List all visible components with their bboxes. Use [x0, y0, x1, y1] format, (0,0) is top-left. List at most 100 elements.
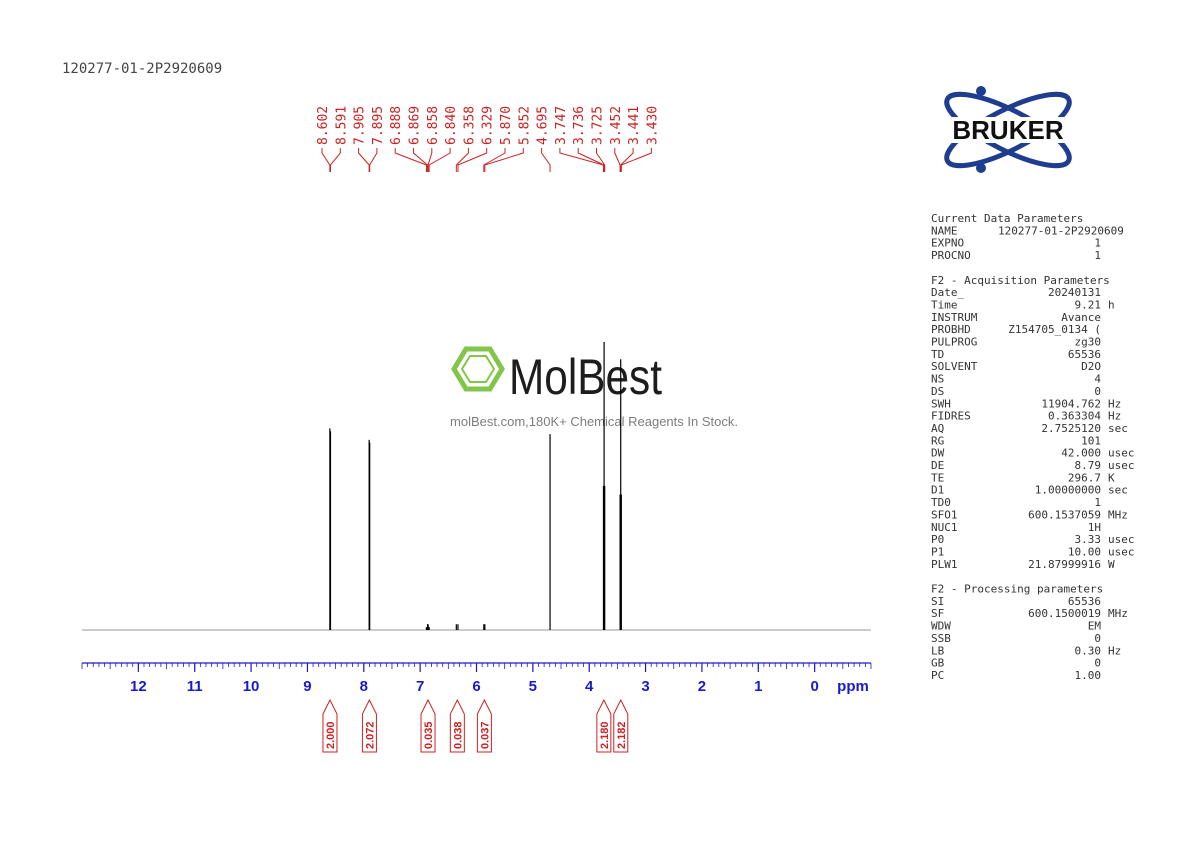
param-name: PC: [931, 669, 944, 682]
chart-title: 120277-01-2P2920609: [62, 61, 222, 77]
param-value: EM: [1088, 620, 1102, 633]
peak-label: 5.852: [517, 106, 532, 145]
x-tick-label: 0: [810, 678, 818, 695]
param-name: Date_: [931, 286, 964, 299]
watermark: MolBest molBest.com,180K+ Chemical Reage…: [450, 346, 738, 429]
param-name: NAME: [931, 224, 958, 237]
param-name: P0: [931, 533, 944, 546]
param-name: D1: [931, 484, 944, 497]
param-name: INSTRUM: [931, 311, 978, 324]
param-section-title: Current Data Parameters: [931, 212, 1083, 225]
peak-label: 3.736: [572, 106, 587, 145]
param-unit: h: [1108, 298, 1115, 311]
peak-connector: [358, 148, 370, 172]
param-name: PROBHD: [931, 323, 971, 336]
peak-label: 6.840: [444, 106, 459, 145]
integral-label: 0.035: [423, 721, 435, 749]
param-value: 600.1537059: [1028, 508, 1101, 521]
param-name: P1: [931, 545, 944, 558]
param-value: 296.7: [1068, 471, 1101, 484]
param-value: 0.30: [1075, 644, 1102, 657]
param-name: SFO1: [931, 508, 958, 521]
param-name: SI: [931, 595, 944, 608]
peak-connector: [620, 148, 652, 172]
integral-bracket: [449, 698, 465, 753]
param-unit: MHz: [1108, 607, 1128, 620]
param-value: 65536: [1068, 348, 1101, 361]
param-value: 2.7525120: [1041, 422, 1101, 435]
peak-connector: [614, 148, 621, 172]
x-tick-label: 8: [360, 678, 368, 695]
param-unit: K: [1108, 471, 1115, 484]
param-name: GB: [931, 657, 945, 670]
x-tick-label: 12: [130, 678, 147, 695]
param-name: SF: [931, 607, 944, 620]
param-value: 42.000: [1061, 447, 1101, 460]
x-tick-label: 2: [698, 678, 706, 695]
param-section-title: F2 - Processing parameters: [931, 583, 1103, 596]
peak-connector: [484, 148, 524, 172]
x-tick-label: 6: [472, 678, 480, 695]
x-axis-label: ppm: [837, 678, 869, 695]
param-value: 65536: [1068, 595, 1101, 608]
peak-label: 3.747: [554, 106, 569, 145]
param-value: 120277-01-2P2920609: [998, 224, 1124, 237]
param-value: 1.00000000: [1035, 484, 1101, 497]
param-section-title: F2 - Acquisition Parameters: [931, 274, 1110, 287]
param-value: 101: [1081, 434, 1101, 447]
param-name: PULPROG: [931, 336, 977, 349]
param-value: Avance: [1061, 311, 1101, 324]
peak-connector: [455, 148, 469, 172]
param-value: Z154705_0134 (: [1008, 323, 1101, 336]
x-tick-label: 9: [303, 678, 311, 695]
peak-connector: [620, 148, 634, 172]
param-name: TD0: [931, 496, 951, 509]
peak-connector: [369, 148, 378, 172]
param-name: TD: [931, 348, 944, 361]
x-tick-label: 7: [416, 678, 424, 695]
peak-connector: [577, 148, 605, 172]
param-name: LB: [931, 644, 945, 657]
param-value: 4: [1094, 373, 1101, 386]
peak-label: 5.870: [499, 106, 514, 145]
x-tick-label: 4: [585, 678, 594, 695]
peak-connector: [394, 148, 427, 172]
integral-bracket: [361, 698, 377, 753]
param-value: 1: [1094, 496, 1101, 509]
param-name: FIDRES: [931, 410, 971, 423]
peak-connector: [329, 148, 341, 172]
param-unit: W: [1108, 558, 1115, 571]
param-unit: usec: [1108, 533, 1135, 546]
param-unit: MHz: [1108, 508, 1128, 521]
integral-label: 2.180: [599, 721, 611, 749]
integral-label: 0.038: [452, 721, 464, 749]
peak-label: 3.441: [627, 106, 642, 145]
param-unit: Hz: [1108, 410, 1121, 423]
integral-bracket: [613, 698, 629, 753]
param-unit: Hz: [1108, 644, 1121, 657]
peak-label: 6.358: [462, 106, 477, 145]
param-value: 0: [1094, 632, 1101, 645]
peak-label: 3.452: [609, 106, 624, 145]
param-name: NUC1: [931, 521, 958, 534]
peak-connector: [541, 148, 551, 172]
peak-connector: [596, 148, 606, 172]
param-name: EXPNO: [931, 237, 964, 250]
peak-connector: [321, 148, 331, 172]
param-unit: usec: [1108, 459, 1135, 472]
peak-label: 3.725: [591, 106, 606, 145]
param-value: 1: [1094, 237, 1101, 250]
x-tick-label: 10: [243, 678, 260, 695]
peak-connector: [559, 148, 604, 172]
peak-connector: [413, 148, 429, 172]
peak-label: 7.905: [353, 106, 368, 145]
param-value: 600.1500019: [1028, 607, 1101, 620]
param-name: Time: [931, 298, 958, 311]
bruker-logo: BRUKER: [928, 86, 1088, 173]
peak-label: 7.895: [371, 106, 386, 145]
param-name: SWH: [931, 397, 951, 410]
param-value: 21.87999916: [1028, 558, 1101, 571]
peak-label: 3.430: [645, 106, 660, 145]
logo-text: BRUKER: [952, 115, 1063, 145]
